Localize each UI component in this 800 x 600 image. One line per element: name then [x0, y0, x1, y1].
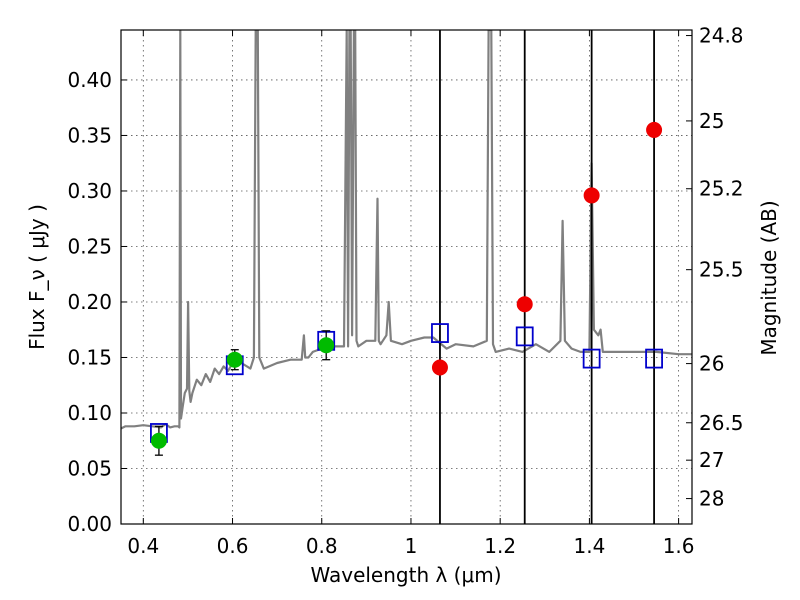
- data-point: [646, 121, 663, 138]
- y-tick-label: 0.35: [67, 123, 112, 147]
- x-tick-label: 1.2: [484, 534, 516, 558]
- x-tick-label: 0.8: [306, 534, 338, 558]
- grid-layer: [121, 30, 692, 525]
- right-tick-label: 27: [699, 448, 724, 472]
- y-tick-label: 0.20: [67, 290, 112, 314]
- data-point: [516, 296, 533, 313]
- x-axis-title: Wavelength λ (μm): [310, 563, 501, 587]
- data-point: [318, 337, 335, 354]
- spectrum-line: [121, 30, 692, 430]
- square-marker: [431, 323, 449, 343]
- right-axis-title: Magnitude (AB): [757, 200, 781, 355]
- y-tick-label: 0.05: [67, 456, 112, 480]
- plot-frame: [120, 29, 693, 525]
- y-tick-label: 0.30: [67, 179, 112, 203]
- x-tick-label: 0.4: [127, 534, 159, 558]
- data-point: [583, 187, 600, 204]
- square-marker: [645, 348, 663, 369]
- axes: [120, 29, 693, 525]
- y-tick-label: 0.40: [67, 68, 112, 92]
- y-axis-title: Flux F_ν ( μJy ): [25, 204, 49, 350]
- x-tick-label: 1.6: [663, 534, 695, 558]
- square-marker: [515, 326, 534, 347]
- square-marker: [582, 348, 601, 369]
- right-tick-label: 26.5: [699, 411, 744, 435]
- y-tick-label: 0.15: [67, 345, 112, 369]
- vertical-lines: [439, 30, 655, 524]
- x-tick-label: 0.6: [217, 534, 249, 558]
- right-tick-label: 25: [699, 109, 724, 133]
- data-point: [431, 359, 448, 376]
- right-tick-label: 25.2: [699, 177, 744, 201]
- x-tick-label: 1.4: [573, 534, 605, 558]
- right-tick-label: 26: [699, 352, 724, 376]
- right-tick-label: 25.5: [699, 258, 744, 282]
- spectrum-layer: [121, 30, 692, 430]
- data-point: [226, 351, 243, 368]
- data-point: [150, 432, 167, 449]
- right-tick-label: 28: [699, 487, 724, 511]
- tick-labels: 0.4 0.6 0.8 1 1.2 1.4 1.6 0.00 0.05 0.10 0.15 0.20 0…: [67, 24, 743, 558]
- markers: [150, 121, 663, 456]
- y-tick-label: 0.00: [67, 512, 112, 536]
- x-tick-label: 1: [405, 534, 418, 558]
- y-tick-label: 0.25: [67, 234, 112, 258]
- right-tick-label: 24.8: [699, 24, 744, 48]
- y-tick-label: 0.10: [67, 401, 112, 425]
